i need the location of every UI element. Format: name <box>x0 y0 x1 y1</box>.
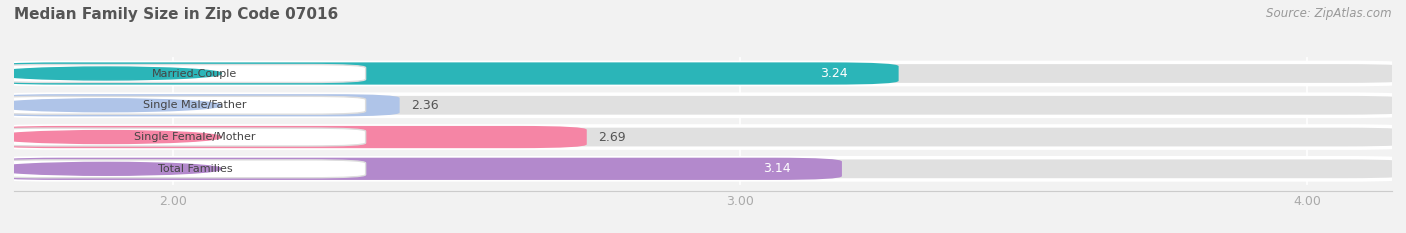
FancyBboxPatch shape <box>0 126 1406 148</box>
FancyBboxPatch shape <box>0 94 1406 116</box>
Circle shape <box>0 162 221 175</box>
Circle shape <box>0 67 221 80</box>
Text: Source: ZipAtlas.com: Source: ZipAtlas.com <box>1267 7 1392 20</box>
Text: 3.14: 3.14 <box>763 162 792 175</box>
Text: 2.36: 2.36 <box>411 99 439 112</box>
FancyBboxPatch shape <box>0 128 366 146</box>
FancyBboxPatch shape <box>0 94 399 116</box>
Circle shape <box>0 99 221 112</box>
Text: Married-Couple: Married-Couple <box>152 69 238 79</box>
Text: Total Families: Total Families <box>157 164 232 174</box>
FancyBboxPatch shape <box>0 126 586 148</box>
FancyBboxPatch shape <box>0 62 898 85</box>
FancyBboxPatch shape <box>0 62 1406 85</box>
Text: 2.69: 2.69 <box>598 130 626 144</box>
Text: Single Female/Mother: Single Female/Mother <box>134 132 256 142</box>
FancyBboxPatch shape <box>0 65 366 82</box>
Text: Median Family Size in Zip Code 07016: Median Family Size in Zip Code 07016 <box>14 7 339 22</box>
Text: Single Male/Father: Single Male/Father <box>143 100 246 110</box>
FancyBboxPatch shape <box>0 96 366 114</box>
Circle shape <box>0 130 221 144</box>
FancyBboxPatch shape <box>0 158 842 180</box>
Text: 3.24: 3.24 <box>820 67 848 80</box>
FancyBboxPatch shape <box>0 160 366 178</box>
FancyBboxPatch shape <box>0 158 1406 180</box>
